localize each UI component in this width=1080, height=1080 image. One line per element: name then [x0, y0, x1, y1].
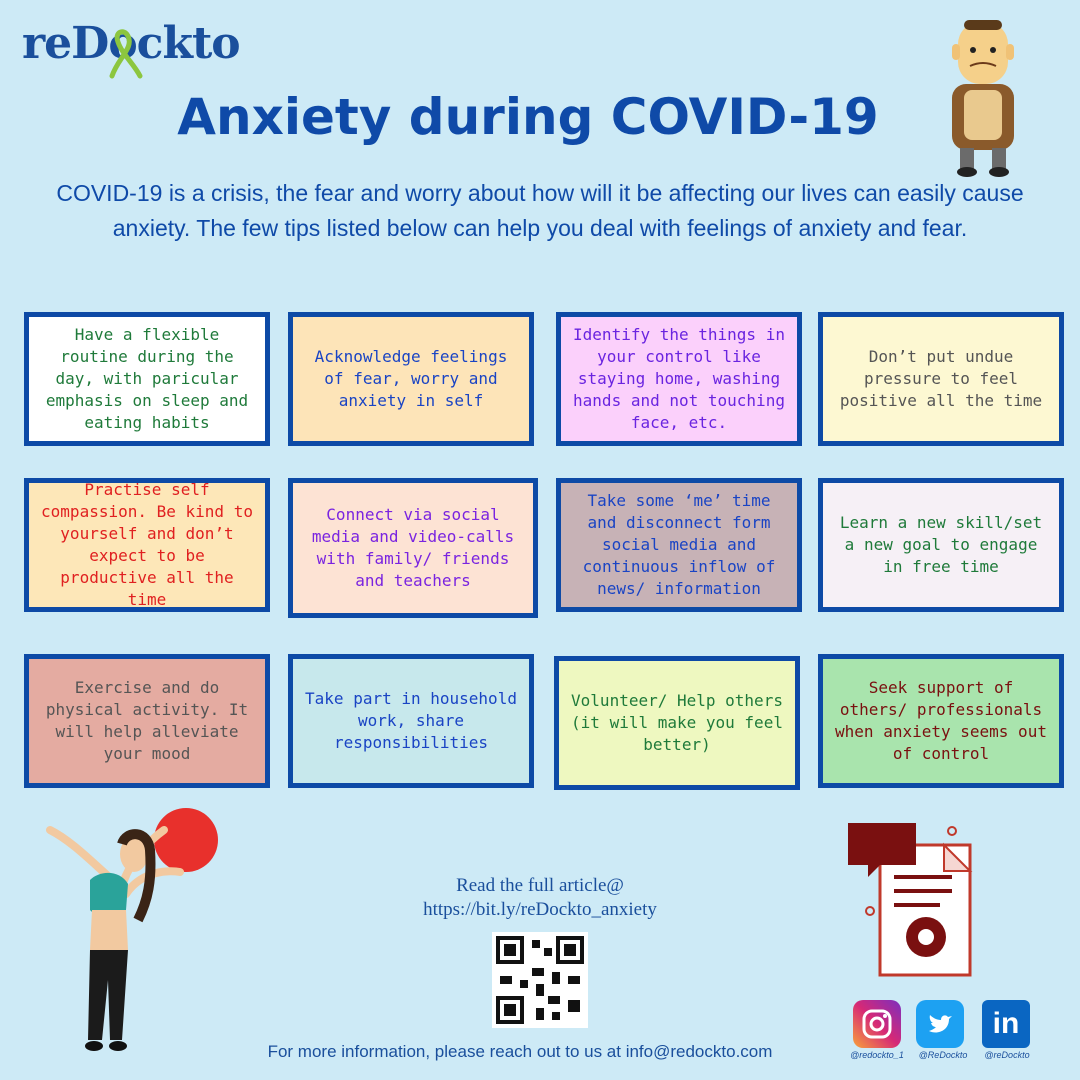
tip-card: Identify the things in your control like…	[556, 312, 802, 446]
instagram-handle: @redockto_1	[850, 1050, 904, 1060]
qr-code-icon	[496, 936, 584, 1024]
tip-text: Learn a new skill/set a new goal to enga…	[839, 513, 1043, 576]
tip-text: Seek support of others/ professionals wh…	[835, 678, 1047, 763]
tip-text: Don’t put undue pressure to feel positiv…	[839, 347, 1043, 410]
linkedin-icon[interactable]: in	[982, 1000, 1030, 1048]
tip-text: Exercise and do physical activity. It wi…	[45, 678, 249, 763]
tip-card: Take some ‘me’ time and disconnect form …	[556, 478, 802, 612]
twitter-icon[interactable]	[916, 1000, 964, 1048]
contact-info: For more information, please reach out t…	[267, 1042, 773, 1061]
page-title: Anxiety during COVID-19	[177, 88, 879, 146]
worried-man-illustration	[952, 20, 1014, 177]
tip-text: Take part in household work, share respo…	[305, 689, 517, 752]
tip-text: Volunteer/ Help others (it will make you…	[571, 691, 783, 754]
document-settings-illustration	[848, 823, 973, 977]
tip-text: Acknowledge feelings of fear, worry and …	[314, 347, 508, 410]
tip-text: Take some ‘me’ time and disconnect form …	[582, 491, 776, 598]
tip-card: Don’t put undue pressure to feel positiv…	[818, 312, 1064, 446]
linkedin-handle: @reDockto	[984, 1050, 1030, 1060]
article-link-block: Read the full article@ https://bit.ly/re…	[360, 874, 720, 922]
article-url[interactable]: https://bit.ly/reDockto_anxiety	[423, 899, 657, 920]
tip-text: Practise self compassion. Be kind to you…	[41, 480, 253, 609]
tip-text: Connect via social media and video-calls…	[311, 505, 515, 590]
qr-code[interactable]	[492, 932, 588, 1028]
tip-card: Practise self compassion. Be kind to you…	[24, 478, 270, 612]
tip-card: Connect via social media and video-calls…	[288, 478, 538, 618]
twitter-handle: @ReDockto	[918, 1050, 968, 1060]
awareness-ribbon-icon	[109, 29, 143, 79]
tip-card: Learn a new skill/set a new goal to enga…	[818, 478, 1064, 612]
tip-text: Identify the things in your control like…	[573, 325, 785, 432]
tip-card: Exercise and do physical activity. It wi…	[24, 654, 270, 788]
tip-card: Volunteer/ Help others (it will make you…	[554, 656, 800, 790]
instagram-icon[interactable]	[853, 1000, 901, 1048]
tip-card: Have a flexible routine during the day, …	[24, 312, 270, 446]
tip-card: Acknowledge feelings of fear, worry and …	[288, 312, 534, 446]
exercise-woman-illustration	[46, 808, 218, 1051]
tip-text: Have a flexible routine during the day, …	[45, 325, 249, 432]
intro-paragraph: COVID-19 is a crisis, the fear and worry…	[56, 180, 1024, 241]
read-article-label: Read the full article@	[456, 875, 624, 896]
brand-logo: reDockto	[22, 18, 252, 79]
tip-card: Take part in household work, share respo…	[288, 654, 534, 788]
tip-card: Seek support of others/ professionals wh…	[818, 654, 1064, 788]
